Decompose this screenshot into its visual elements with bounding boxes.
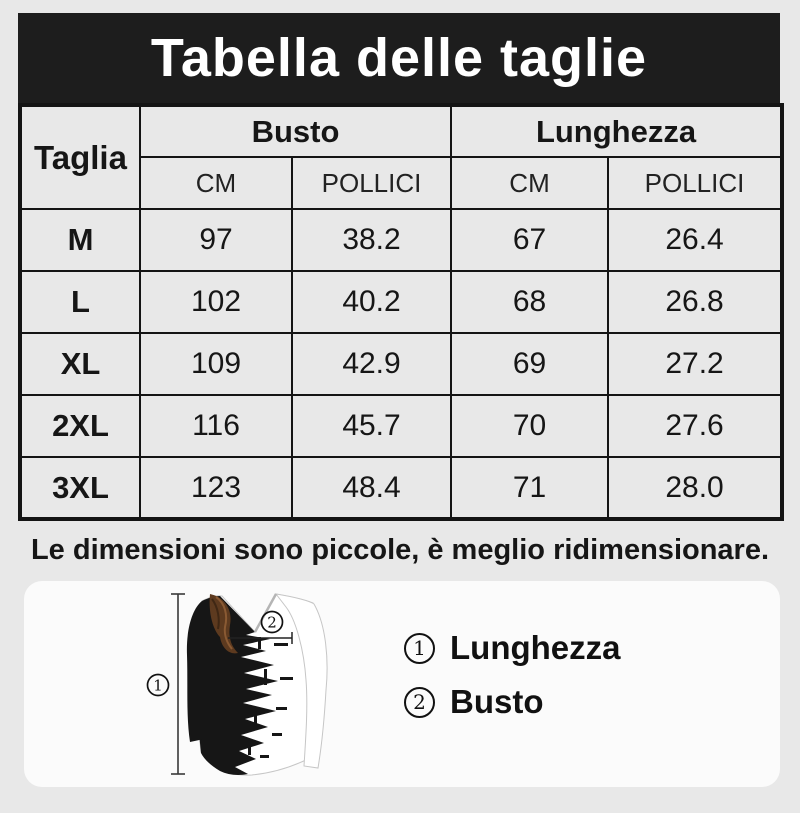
bust-marker: 2 (260, 610, 284, 634)
cell-value: 40.2 (290, 270, 453, 334)
table-row: 2XL 116 45.7 70 27.6 (19, 394, 784, 458)
sizing-note: Le dimensioni sono piccole, è meglio rid… (30, 534, 770, 566)
shirt-right-sleeve (274, 593, 328, 769)
cell-size: 3XL (19, 456, 141, 520)
legend-label-length: Lunghezza (450, 629, 621, 666)
unit-header-length-cm: CM (450, 156, 610, 210)
shirt-ink-pattern (196, 596, 278, 775)
legend-label-bust: Busto (450, 683, 544, 720)
legend-item-length: 1 Lunghezza (404, 629, 621, 667)
cell-value: 102 (139, 270, 293, 334)
unit-header-length-inches: POLLICI (607, 156, 784, 210)
shirt-left-sleeve (186, 601, 210, 742)
size-chart-sheet: Tabella delle taglie Taglia Busto Lunghe… (0, 13, 800, 813)
cell-value: 67 (450, 208, 610, 272)
table-header-row-units: CM POLLICI CM POLLICI (20, 156, 784, 210)
circled-2-icon: 2 (404, 686, 435, 718)
cell-value: 109 (139, 332, 293, 396)
column-group-length: Lunghezza (450, 104, 784, 158)
cell-value: 48.4 (290, 456, 453, 520)
bust-dimension-line (228, 632, 293, 644)
cell-value: 97 (139, 208, 293, 272)
measurement-card: 1 2 1 Lunghezza 2 Busto (24, 581, 780, 787)
cell-value: 70 (450, 394, 610, 458)
cell-value: 38.2 (290, 208, 453, 272)
cell-value: 69 (450, 332, 610, 396)
cell-size: XL (19, 332, 141, 396)
cell-value: 45.7 (290, 394, 453, 458)
cell-value: 26.4 (607, 208, 784, 272)
legend-item-bust: 2 Busto (404, 683, 621, 721)
cell-value: 27.6 (607, 394, 784, 458)
circled-1-icon: 1 (404, 632, 435, 664)
hair (209, 594, 238, 654)
table-row: M 97 38.2 67 26.4 (19, 208, 784, 272)
cell-value: 116 (139, 394, 293, 458)
cell-value: 28.0 (607, 456, 784, 520)
page-title: Tabella delle taglie (150, 28, 648, 88)
cell-value: 27.2 (607, 332, 784, 396)
cell-size: 2XL (19, 394, 141, 458)
table-row: XL 109 42.9 69 27.2 (19, 332, 784, 396)
table-header-row-groups: Taglia Busto Lunghezza (19, 104, 784, 210)
measurement-legend: 1 Lunghezza 2 Busto (404, 629, 621, 721)
cell-value: 123 (139, 456, 293, 520)
size-table: Taglia Busto Lunghezza CM POLLICI CM POL… (18, 103, 785, 521)
ink-streaks (248, 637, 293, 758)
title-bar: Tabella delle taglie (18, 13, 780, 103)
unit-header-bust-inches: POLLICI (290, 156, 453, 210)
cell-size: L (19, 270, 141, 334)
table-row: L 102 40.2 68 26.8 (19, 270, 784, 334)
column-header-size: Taglia (19, 104, 141, 210)
unit-header-bust-cm: CM (139, 156, 293, 210)
cell-value: 71 (450, 456, 610, 520)
cell-value: 26.8 (607, 270, 784, 334)
length-marker: 1 (146, 673, 170, 697)
shirt-measurement-diagram: 1 2 (146, 593, 328, 776)
length-dimension-line (171, 593, 185, 775)
table-row: 3XL 123 48.4 71 28.0 (19, 456, 784, 520)
cell-size: M (19, 208, 141, 272)
cell-value: 42.9 (290, 332, 453, 396)
column-group-bust: Busto (138, 104, 453, 158)
svg-text:1: 1 (153, 677, 163, 695)
cell-value: 68 (450, 270, 610, 334)
svg-text:2: 2 (267, 614, 277, 632)
